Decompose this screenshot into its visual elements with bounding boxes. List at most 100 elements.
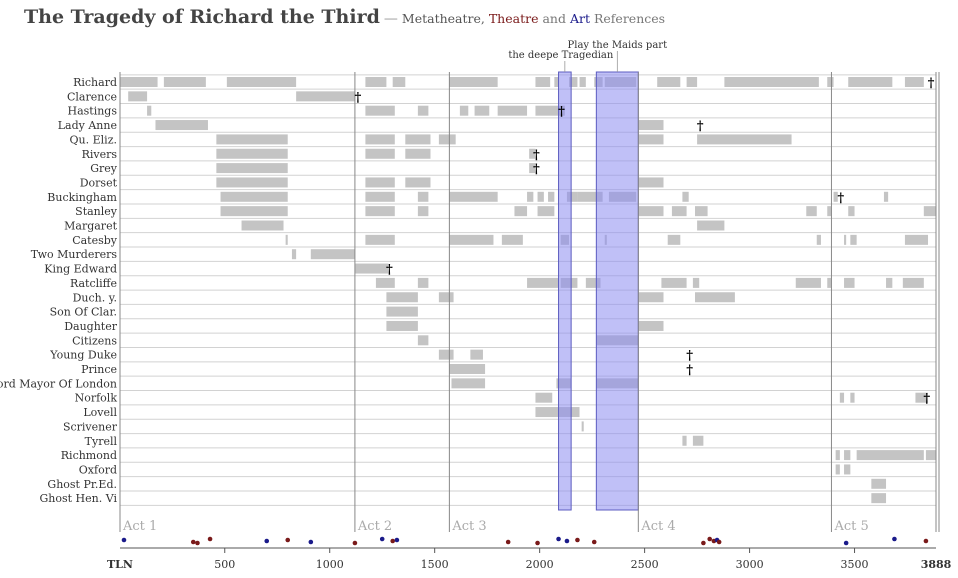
art-reference-dot [892,536,897,542]
death-marker: † [686,363,693,378]
presence-bar [925,450,936,461]
theatre-reference-dot [701,540,706,546]
presence-bar [535,407,580,418]
presence-bar [285,234,288,245]
presence-bar [554,77,559,87]
subtitle-metatheatre: Metatheatre, [401,11,485,26]
character-label: Stanley [75,205,118,218]
character-label: Duch. y. [73,291,117,304]
presence-bar [923,206,936,217]
act-label: Act 3 [451,519,486,534]
subtitle-and: and [542,11,566,26]
title-dash: — [383,11,398,27]
presence-bar [501,234,523,245]
death-marker: † [686,349,693,364]
presence-bar [417,105,429,116]
presence-bar [365,234,395,245]
presence-bar [128,91,148,102]
presence-bar [886,277,893,288]
presence-bar [816,234,821,245]
presence-bar [310,249,355,260]
presence-bar [417,191,429,202]
highlight-band [558,71,572,511]
character-label: Ratcliffe [70,277,117,290]
presence-bar [474,105,490,116]
character-label: Richard [73,76,117,89]
presence-bar [638,320,664,331]
presence-bar [833,191,838,202]
presence-bar [697,134,792,145]
presence-bar [537,206,555,217]
character-label: Rivers [82,148,118,161]
presence-bar [527,191,534,202]
presence-bar [438,292,454,303]
presence-bar [216,177,288,188]
theatre-reference-dot [716,539,722,545]
theatre-reference-dot [505,539,511,545]
presence-bar [535,77,551,87]
presence-bar [514,206,528,217]
presence-bar [850,392,855,403]
death-marker: † [928,76,935,91]
presence-bar [835,464,840,475]
theatre-reference-dot [195,540,200,546]
presence-bar [915,392,929,403]
art-reference-dot [556,536,561,542]
presence-bar [848,206,855,217]
presence-bar [638,292,664,303]
presence-bar [386,306,418,317]
presence-bar [296,91,355,102]
presence-bar [883,191,889,202]
presence-bar [535,392,553,403]
presence-bar [216,134,288,145]
presence-bar [671,206,687,217]
presence-bar [871,478,887,489]
presence-bar [577,191,603,202]
presence-bar [682,435,687,446]
act-label: Act 4 [640,519,675,534]
character-label: Citizens [72,334,117,347]
play-title: The Tragedy of Richard the Third [24,6,380,28]
presence-bar [856,450,924,461]
subtitle-references: References [593,11,666,26]
presence-bar [216,163,288,174]
subtitle-theatre: Theatre [488,11,539,26]
title-subtitle: Metatheatre, Theatre and Art References [402,11,665,26]
presence-bar [405,134,431,145]
act-label: Act 1 [122,519,157,534]
death-marker: † [533,148,540,163]
presence-bar [827,277,832,288]
death-marker: † [558,105,565,120]
presence-bar [529,163,536,174]
presence-bar [449,234,494,245]
presence-bar [449,191,498,202]
presence-bar [216,148,288,159]
character-label: Two Murderers [31,248,118,261]
x-tick-label: 500 [214,558,235,571]
highlight-label: the deepe Tragedian [508,50,614,61]
character-label: Oxford [79,463,117,476]
character-label: Clarence [67,90,117,103]
presence-bar [417,335,429,346]
character-label: Norfolk [75,392,118,405]
presence-bar [365,206,395,217]
theatre-reference-dot [207,536,213,542]
presence-bar [581,421,584,432]
presence-bar [405,177,431,188]
x-tick-label: 3000 [736,558,764,571]
character-label: Son Of Clar. [50,306,117,319]
character-label: Buckingham [47,191,117,204]
presence-bar [902,277,924,288]
presence-bar [835,450,840,461]
theatre-reference-dot [285,537,291,543]
presence-bar [529,148,536,159]
presence-bar [904,77,924,87]
presence-bar [386,292,418,303]
character-label: Scrivener [63,420,118,433]
character-label: King Edward [44,263,117,276]
presence-bar [682,191,689,202]
presence-bar [365,148,395,159]
presence-bar [438,134,456,145]
x-tick-label: 1000 [316,558,344,571]
